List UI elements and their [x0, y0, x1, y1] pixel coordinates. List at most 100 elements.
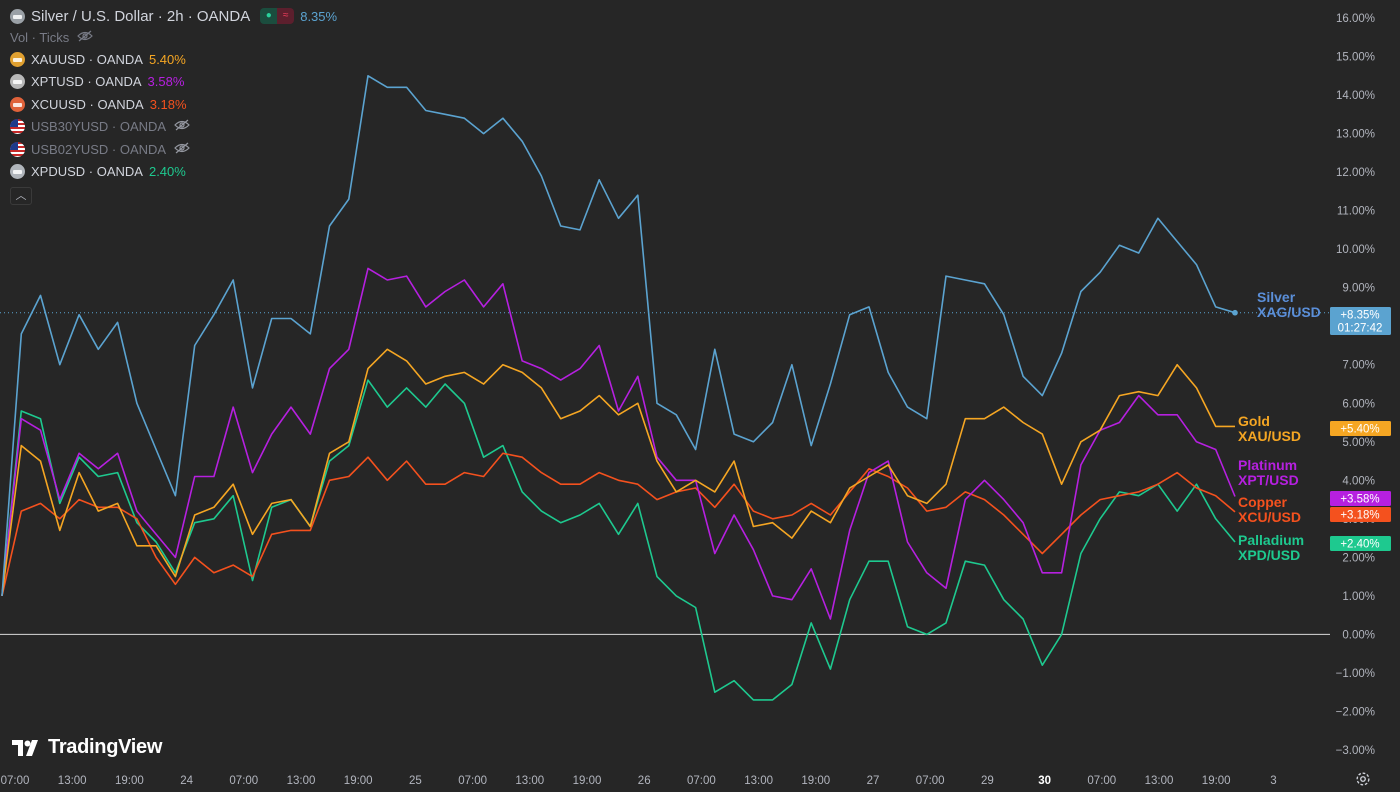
price-badge [1330, 536, 1391, 551]
price-badge-value: +8.35% [1340, 310, 1379, 322]
series-name-label: Copper [1238, 494, 1288, 510]
y-axis-tick-label: 10.00% [1336, 244, 1375, 256]
x-axis-tick-label: 07:00 [458, 775, 487, 787]
main-symbol-title: Silver / U.S. Dollar · 2h · OANDA [31, 7, 251, 25]
price-badge-value: +3.18% [1340, 510, 1379, 522]
legend-symbol: USB02YUSD · OANDA [31, 141, 167, 157]
series-name-label: Platinum [1238, 457, 1297, 473]
last-price-dot [1232, 309, 1238, 316]
x-axis-tick-label: 29 [981, 775, 994, 787]
y-axis-tick-label: −1.00% [1336, 668, 1375, 680]
legend-value: 2.40% [148, 164, 186, 180]
legend-row[interactable]: XPTUSD · OANDA 3.58% [10, 71, 337, 93]
y-axis-tick-label: 12.00% [1336, 167, 1375, 179]
x-axis-tick-label: 26 [638, 775, 651, 787]
x-axis-tick-label: 25 [409, 775, 422, 787]
collapse-legend-button[interactable]: ︿ [10, 186, 32, 205]
volume-label: Vol · Ticks [10, 29, 70, 45]
x-axis-tick-label: 3 [1270, 775, 1276, 787]
series-name-label: Gold [1238, 413, 1270, 429]
series-line-platinum[interactable] [1, 267, 1236, 620]
price-badge-value: +3.58% [1340, 494, 1379, 506]
chart-legend: Silver / U.S. Dollar · 2h · OANDA ● ≈ 8.… [10, 6, 337, 205]
y-axis-tick-label: 13.00% [1336, 129, 1375, 141]
main-symbol-row[interactable]: Silver / U.S. Dollar · 2h · OANDA ● ≈ 8.… [10, 6, 337, 26]
series-symbol-label: XPD/USD [1238, 547, 1300, 563]
legend-symbol: XCUUSD · OANDA [31, 96, 144, 112]
market-open-dot-icon: ● [260, 8, 278, 24]
x-axis-tick-label: 07:00 [687, 775, 716, 787]
y-axis-tick-label: 9.00% [1342, 283, 1375, 295]
series-line-silver[interactable] [1, 75, 1236, 596]
legend-symbol: XPDUSD · OANDA [31, 164, 143, 180]
x-axis-tick-label: 07:00 [916, 775, 945, 787]
eye-off-icon[interactable] [174, 142, 190, 157]
copper-icon [10, 96, 25, 112]
delayed-data-icon: ≈ [277, 8, 295, 24]
price-badge-value: +2.40% [1340, 539, 1379, 551]
x-axis-tick-label: 13:00 [515, 775, 544, 787]
x-axis-tick-label: 19:00 [344, 775, 373, 787]
platinum-icon [10, 74, 25, 90]
series-symbol-label: XAU/USD [1238, 428, 1301, 444]
legend-row[interactable]: USB30YUSD · OANDA [10, 116, 337, 138]
price-badge-value: +5.40% [1340, 424, 1379, 436]
x-axis-tick-label: 19:00 [115, 775, 144, 787]
us-flag-icon [10, 119, 25, 135]
y-axis-tick-label: 0.00% [1342, 629, 1375, 641]
legend-symbol: XAUUSD · OANDA [31, 52, 143, 68]
eye-off-icon[interactable] [77, 30, 94, 45]
y-axis-tick-label: −3.00% [1336, 745, 1375, 757]
y-axis-tick-label: 16.00% [1336, 13, 1375, 25]
x-axis-tick-label: 07:00 [1, 775, 30, 787]
main-symbol-change: 8.35% [300, 8, 338, 24]
legend-symbol: USB30YUSD · OANDA [31, 119, 167, 135]
x-axis-tick-label: 30 [1038, 775, 1051, 787]
y-axis-tick-label: 6.00% [1342, 398, 1375, 410]
series-name-label: Palladium [1238, 532, 1304, 548]
legend-row[interactable]: XCUUSD · OANDA 3.18% [10, 93, 337, 115]
chevron-up-icon: ︿ [15, 189, 27, 202]
legend-value: 3.18% [149, 96, 187, 112]
y-axis-tick-label: 4.00% [1342, 475, 1375, 487]
x-axis-tick-label: 13:00 [744, 775, 773, 787]
series-line-palladium[interactable] [1, 379, 1236, 701]
y-axis-tick-label: 7.00% [1342, 360, 1375, 372]
settings-gear-icon[interactable] [1354, 770, 1372, 788]
series-line-gold[interactable] [1, 348, 1235, 597]
gold-icon [10, 52, 25, 68]
x-axis-tick-label: 19:00 [573, 775, 602, 787]
eye-off-icon[interactable] [174, 119, 190, 134]
series-name-label: Silver [1257, 289, 1296, 305]
series-symbol-label: XPT/USD [1238, 472, 1299, 488]
us-flag-icon [10, 141, 25, 157]
y-axis-tick-label: 15.00% [1336, 52, 1375, 64]
x-axis-tick-label: 13:00 [58, 775, 87, 787]
palladium-icon [10, 164, 25, 180]
y-axis-tick-label: 11.00% [1337, 206, 1375, 218]
market-status-pill[interactable]: ● ≈ [260, 8, 295, 24]
legend-value: 5.40% [148, 52, 186, 68]
price-badge [1330, 421, 1391, 436]
legend-row[interactable]: XAUUSD · OANDA 5.40% [10, 48, 337, 70]
legend-row[interactable]: XPDUSD · OANDA 2.40% [10, 160, 337, 182]
series-line-copper[interactable] [1, 452, 1236, 597]
x-axis-tick-label: 13:00 [287, 775, 316, 787]
brand-name: TradingView [48, 736, 163, 758]
volume-row[interactable]: Vol · Ticks [10, 26, 337, 48]
legend-row[interactable]: USB02YUSD · OANDA [10, 138, 337, 160]
series-symbol-label: XCU/USD [1238, 509, 1301, 525]
x-axis-tick-label: 19:00 [801, 775, 830, 787]
price-badge [1330, 491, 1391, 506]
countdown-timer: 01:27:42 [1338, 323, 1383, 335]
y-axis-tick-label: 1.00% [1342, 591, 1375, 603]
x-axis-tick-label: 13:00 [1145, 775, 1174, 787]
x-axis-tick-label: 07:00 [1087, 775, 1116, 787]
x-axis-tick-label: 27 [867, 775, 880, 787]
y-axis-tick-label: −2.00% [1336, 706, 1375, 718]
tradingview-logo[interactable]: TradingView [12, 736, 162, 759]
x-axis-tick-label: 07:00 [229, 775, 258, 787]
x-axis-tick-label: 19:00 [1202, 775, 1231, 787]
price-badge [1330, 307, 1391, 335]
